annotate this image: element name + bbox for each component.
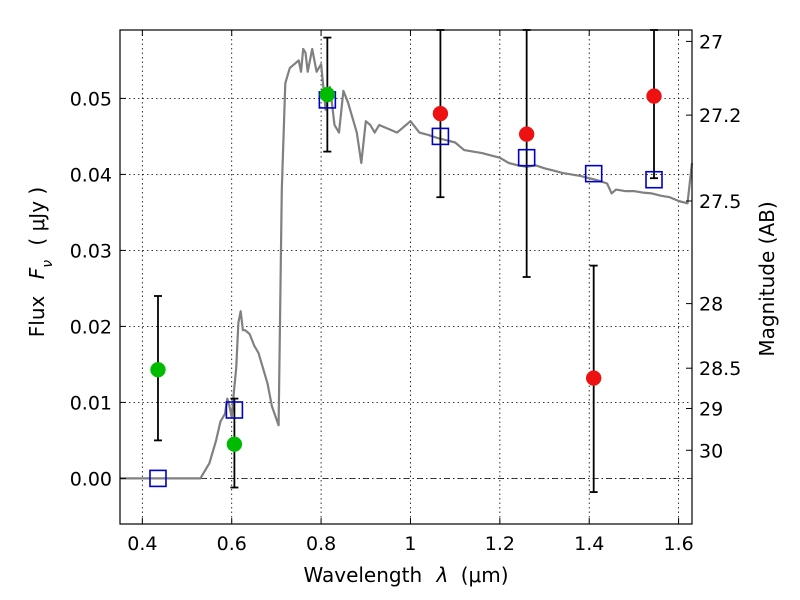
x-tick-label: 1.4 [574, 533, 604, 555]
mag-tick-label: 29 [699, 398, 723, 420]
model-sed [120, 47, 694, 480]
model-sed-line [120, 47, 694, 480]
model-flux-square [517, 148, 536, 167]
mag-tick-label: 28 [699, 294, 723, 316]
model-flux-square [149, 469, 167, 488]
x-tick-label: 1.2 [485, 533, 515, 555]
observed-flux-point [226, 436, 243, 452]
x-tick-label: 0.4 [127, 533, 157, 555]
y-tick-label: 0.04 [70, 164, 112, 186]
y-tick-label: 0.02 [70, 316, 112, 338]
x-tick-label: 1 [404, 533, 416, 555]
y-tick-label: 0.00 [70, 468, 112, 490]
x-axis-title: Wavelength λ (μm) [303, 563, 508, 587]
mag-tick-label: 27.5 [699, 191, 741, 213]
x-axis-title-unit: (μm) [461, 563, 509, 587]
observed-flux-point [585, 370, 602, 386]
observed-flux-point [518, 126, 535, 142]
y-tick-label: 0.01 [70, 392, 112, 414]
mag-tick-label: 27.2 [699, 105, 741, 127]
y-tick-label: 0.05 [70, 88, 112, 110]
error-bars [153, 29, 659, 493]
markers [149, 86, 663, 488]
observed-flux-point [646, 88, 662, 104]
x-axis-title-lambda: λ [436, 563, 449, 587]
y-axis-title-fnu: Fν [25, 260, 56, 280]
y-axis-title: Flux Fν ( μJy ) [25, 187, 56, 337]
mag-tick-label: 28.5 [699, 358, 741, 380]
x-tick-label: 0.6 [217, 533, 247, 555]
ticks: 0.4 0.6 0.8 1 1.2 1.4 1.6 0.00 0.01 0.02 0.03 0.04 0… [70, 30, 741, 555]
x-tick-label: 0.8 [306, 533, 336, 555]
y-axis-title-unit: ( μJy ) [25, 187, 49, 246]
model-flux-square [645, 170, 663, 189]
y-axis-title-flux: Flux [25, 295, 49, 337]
grid [120, 30, 692, 524]
model-flux-square [431, 127, 450, 146]
model-flux-square [225, 401, 244, 419]
mag-tick-label: 27 [699, 31, 723, 53]
y2-axis-title: Magnitude (AB) [755, 201, 779, 356]
y-tick-label: 0.03 [70, 240, 112, 262]
x-tick-label: 1.6 [663, 533, 693, 555]
mag-tick-label: 30 [699, 440, 723, 462]
x-axis-title-text: Wavelength [303, 563, 422, 587]
model-flux-square [584, 164, 603, 183]
observed-flux-point [432, 105, 449, 122]
observed-flux-point [150, 361, 166, 378]
plot-frame [119, 29, 693, 525]
observed-flux-point [319, 86, 336, 103]
